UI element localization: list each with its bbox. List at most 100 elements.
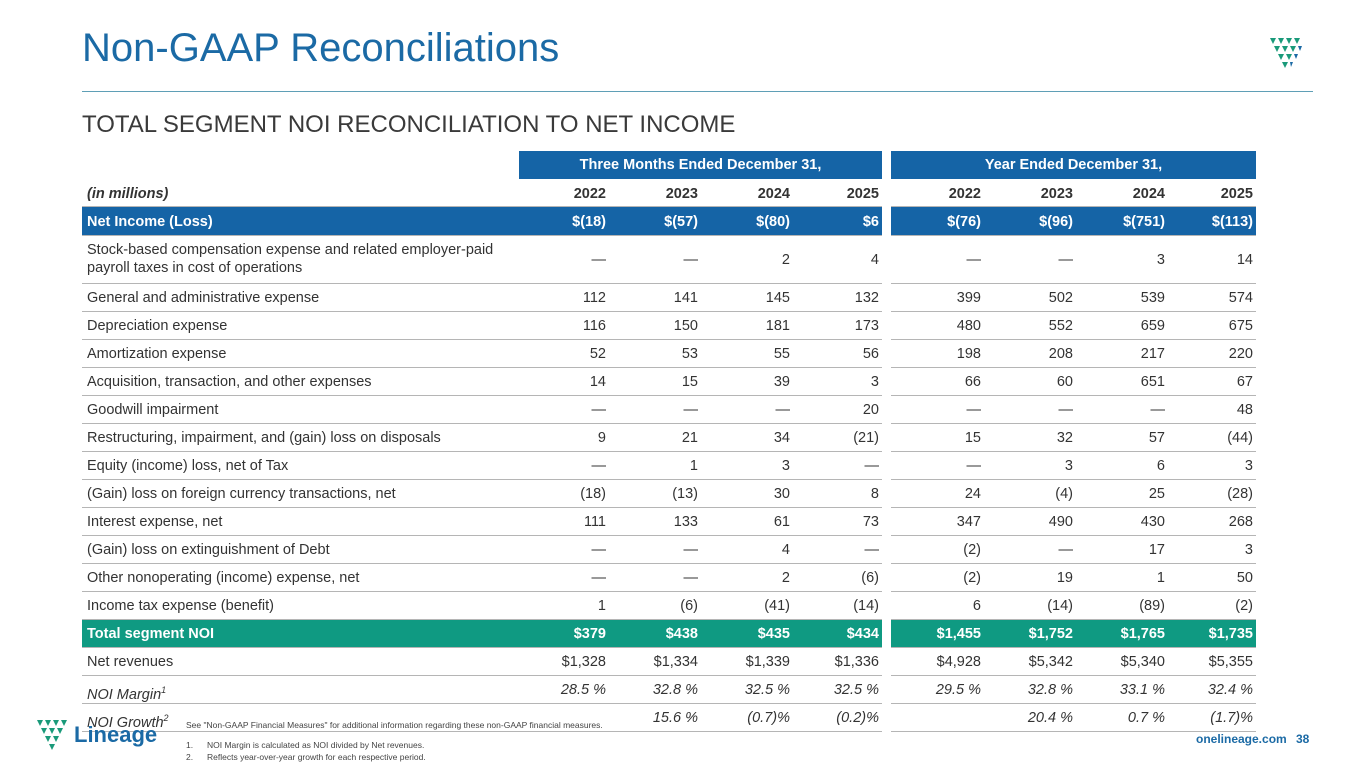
row-background bbox=[891, 704, 1256, 732]
row-background bbox=[82, 508, 882, 536]
cell-value: — bbox=[591, 542, 607, 558]
row-background bbox=[891, 508, 1256, 536]
row-label: Total segment NOI bbox=[87, 626, 215, 642]
cell-value: 3 bbox=[781, 458, 790, 474]
cell-value: (18) bbox=[580, 486, 606, 502]
column-header: 2025 bbox=[1220, 186, 1253, 202]
cell-value: 2 bbox=[781, 252, 790, 268]
row-background bbox=[82, 564, 882, 592]
units-label: (in millions) bbox=[87, 186, 169, 202]
row-background bbox=[82, 676, 882, 704]
cell-value: 3 bbox=[1244, 458, 1253, 474]
cell-value: 145 bbox=[765, 290, 790, 306]
cell-value: (6) bbox=[861, 570, 879, 586]
cell-value: $1,752 bbox=[1028, 626, 1073, 642]
cell-value: 268 bbox=[1228, 514, 1253, 530]
row-background bbox=[891, 676, 1256, 704]
row-label: Net revenues bbox=[87, 654, 174, 670]
row-background bbox=[82, 704, 882, 732]
cell-value: 56 bbox=[862, 346, 879, 362]
cell-value: $1,735 bbox=[1208, 626, 1253, 642]
cell-value: $1,455 bbox=[936, 626, 981, 642]
cell-value: 173 bbox=[854, 318, 879, 334]
cell-value: 347 bbox=[956, 514, 981, 530]
cell-value: 1 bbox=[597, 598, 606, 614]
row-label: NOI Growth2 bbox=[87, 713, 169, 731]
cell-value: 28.5 % bbox=[560, 682, 606, 698]
cell-value: — bbox=[864, 458, 880, 474]
cell-value: (1.7)% bbox=[1210, 710, 1253, 726]
page-number: 38 bbox=[1296, 732, 1310, 746]
cell-value: 24 bbox=[964, 486, 981, 502]
group-header-text: Three Months Ended December 31, bbox=[579, 157, 822, 173]
group-header bbox=[519, 151, 882, 179]
row-background bbox=[82, 236, 882, 284]
cell-value: 552 bbox=[1048, 318, 1073, 334]
row-label: Net Income (Loss) bbox=[87, 213, 213, 230]
cell-value: 48 bbox=[1236, 402, 1253, 418]
cell-value: 14 bbox=[1236, 252, 1253, 268]
cell-value: 6 bbox=[972, 598, 981, 614]
cell-value: 20 bbox=[862, 402, 879, 418]
row-background bbox=[891, 236, 1256, 284]
cell-value: $(57) bbox=[664, 213, 698, 230]
footnote-ref: 2 bbox=[163, 713, 169, 723]
cell-value: 1 bbox=[689, 458, 698, 474]
cell-value: 574 bbox=[1228, 290, 1253, 306]
note-text: Reflects year-over-year growth for each … bbox=[207, 752, 426, 762]
cell-value: $5,340 bbox=[1120, 654, 1165, 670]
row-background bbox=[891, 312, 1256, 340]
cell-value: — bbox=[591, 252, 607, 268]
cell-value: — bbox=[775, 402, 791, 418]
cell-value: 21 bbox=[681, 430, 698, 446]
footer-logo-icon bbox=[37, 720, 67, 750]
row-label: (Gain) loss on extinguishment of Debt bbox=[87, 542, 330, 558]
row-background bbox=[891, 396, 1256, 424]
row-background bbox=[891, 180, 1256, 207]
cell-value: — bbox=[966, 458, 982, 474]
row-background bbox=[891, 424, 1256, 452]
row-background bbox=[891, 284, 1256, 312]
row-background bbox=[82, 452, 882, 480]
cell-value: 675 bbox=[1228, 318, 1253, 334]
row-label: Acquisition, transaction, and other expe… bbox=[87, 374, 372, 390]
cell-value: 60 bbox=[1056, 374, 1073, 390]
row-background bbox=[82, 536, 882, 564]
row-background bbox=[82, 396, 882, 424]
cell-value: 0.7 % bbox=[1127, 710, 1165, 726]
cell-value: 4 bbox=[870, 252, 879, 268]
cell-value: — bbox=[591, 402, 607, 418]
cell-value: — bbox=[683, 542, 699, 558]
cell-value: 150 bbox=[673, 318, 698, 334]
cell-value: $438 bbox=[665, 626, 698, 642]
cell-value: — bbox=[1150, 402, 1166, 418]
cell-value: $5,355 bbox=[1208, 654, 1253, 670]
column-header: 2025 bbox=[846, 186, 879, 202]
cell-value: 53 bbox=[681, 346, 698, 362]
cell-value: $(751) bbox=[1123, 213, 1165, 230]
cell-value: 14 bbox=[589, 374, 606, 390]
subtitle: TOTAL SEGMENT NOI RECONCILIATION TO NET … bbox=[82, 111, 736, 138]
cell-value: 73 bbox=[862, 514, 879, 530]
cell-value: 112 bbox=[582, 290, 606, 306]
row-label: Depreciation expense bbox=[87, 318, 228, 334]
website: onelineage.com bbox=[1196, 732, 1287, 746]
row-background bbox=[82, 284, 882, 312]
row-background bbox=[891, 340, 1256, 368]
row-label: Stock-based compensation expense and rel… bbox=[87, 242, 494, 276]
cell-value: 1 bbox=[1156, 570, 1165, 586]
row-background bbox=[82, 620, 882, 648]
row-background bbox=[82, 648, 882, 676]
cell-value: 430 bbox=[1140, 514, 1165, 530]
cell-value: 141 bbox=[673, 290, 698, 306]
cell-value: 15 bbox=[681, 374, 698, 390]
row-background bbox=[82, 180, 882, 207]
cell-value: (0.2)% bbox=[836, 710, 879, 726]
cell-value: 480 bbox=[956, 318, 981, 334]
cell-value: (28) bbox=[1227, 486, 1253, 502]
cell-value: — bbox=[1058, 542, 1074, 558]
cell-value: 111 bbox=[583, 514, 606, 530]
cell-value: $1,328 bbox=[561, 654, 606, 670]
cell-value: — bbox=[683, 570, 699, 586]
group-header-text: Year Ended December 31, bbox=[984, 157, 1163, 173]
